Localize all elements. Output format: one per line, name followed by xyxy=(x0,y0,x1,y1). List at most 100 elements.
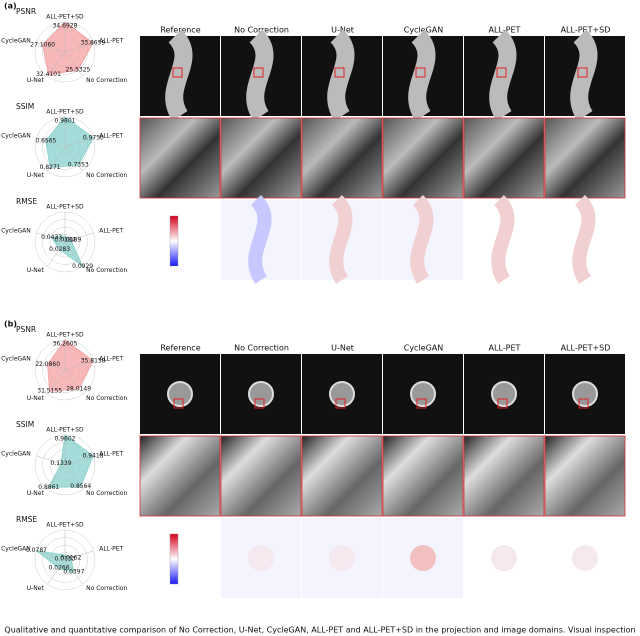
column-label: ALL-PET+SD xyxy=(561,344,611,353)
radar-area xyxy=(45,116,95,169)
image-structure xyxy=(570,29,598,121)
radar-spoke xyxy=(64,232,94,243)
radar-title: SSIM xyxy=(16,420,34,429)
radar-spoke xyxy=(47,369,66,395)
zoom-image xyxy=(220,117,302,199)
radar-axis-label: ALL-PET+SD xyxy=(46,332,84,339)
zoom-image xyxy=(139,435,221,517)
radar-value-label: 27.1060 xyxy=(30,41,55,48)
roi-box xyxy=(335,398,346,409)
radar-value-label: 33.8659 xyxy=(80,39,105,46)
column-label: No Correction xyxy=(234,344,289,353)
column-label: CycleGAN xyxy=(404,26,444,35)
radar-spoke xyxy=(64,550,94,561)
radar-axis-label: ALL-PET xyxy=(99,356,123,363)
error-structure xyxy=(491,545,517,571)
radar-axis-label: CycleGAN xyxy=(1,451,31,458)
radar-value-label: 0.8564 xyxy=(70,483,91,490)
zoom-image xyxy=(220,435,302,517)
radar-spoke xyxy=(64,146,83,172)
column-label: No Correction xyxy=(234,26,289,35)
roi-box xyxy=(253,67,264,78)
radar-value-label: 0.0437 xyxy=(41,234,62,241)
image-structure xyxy=(410,381,436,407)
caption: Qualitative and quantitative comparison … xyxy=(4,626,635,635)
image-structure xyxy=(408,29,436,121)
zoom-image xyxy=(382,435,464,517)
image-structure xyxy=(248,381,274,407)
image-structure xyxy=(327,29,355,121)
radar-spoke xyxy=(64,51,83,77)
radar-title: RMSE xyxy=(16,197,37,206)
radar-value-label: 0.6565 xyxy=(35,137,56,144)
radar-value-label: 35.8158 xyxy=(81,357,106,364)
radar-spoke xyxy=(47,146,66,172)
error-structure xyxy=(329,195,353,284)
radar-area xyxy=(34,549,75,573)
roi-box xyxy=(415,67,426,78)
column-label: U-Net xyxy=(331,26,354,35)
radar-spoke xyxy=(36,232,66,243)
radar-axis-label: CycleGAN xyxy=(1,38,31,45)
radar-value-label: 0.0162 xyxy=(60,555,81,562)
error-structure xyxy=(248,545,274,571)
radar-spoke xyxy=(47,241,66,267)
radar-value-label: 0.0397 xyxy=(63,569,84,576)
radar-axis-label: CycleGAN xyxy=(1,228,31,235)
radar-axis-label: No Correction xyxy=(86,585,127,592)
radar-spoke xyxy=(36,360,66,371)
radar-value-label: 0.0189 xyxy=(60,237,81,244)
radar-value-label: 0.9801 xyxy=(55,118,76,125)
panel-label: (a) xyxy=(4,2,17,11)
roi-box xyxy=(577,67,588,78)
radar-spoke xyxy=(47,559,66,585)
radar-axis-label: ALL-PET xyxy=(99,451,123,458)
radar-axis-label: ALL-PET+SD xyxy=(46,14,84,21)
radar-axis-label: No Correction xyxy=(86,490,127,497)
image-structure xyxy=(246,29,274,121)
radar-area xyxy=(50,235,84,268)
radar-axis-label: ALL-PET+SD xyxy=(46,427,84,434)
radar-value-label: 0.0266 xyxy=(49,565,70,572)
zoom-image xyxy=(382,117,464,199)
zoom-image xyxy=(463,435,545,517)
radar-spoke xyxy=(64,42,94,53)
radar-axis-label: U-Net xyxy=(27,77,45,84)
radar-value-label: 0.0133 xyxy=(55,555,76,562)
radar-spoke xyxy=(47,464,66,490)
radar-axis-label: U-Net xyxy=(27,395,45,402)
radar-axis-label: CycleGAN xyxy=(1,546,31,553)
radar-value-label: 31.5155 xyxy=(37,388,62,395)
radar-axis-label: No Correction xyxy=(86,267,127,274)
radar-spoke xyxy=(64,559,83,585)
radar-title: PSNR xyxy=(16,7,36,16)
radar-axis-label: No Correction xyxy=(86,77,127,84)
column-label: ALL-PET xyxy=(489,26,521,35)
column-label: Reference xyxy=(160,26,200,35)
colorbar xyxy=(169,215,179,267)
radar-axis-label: U-Net xyxy=(27,585,45,592)
roi-box xyxy=(172,67,183,78)
radar-axis-label: U-Net xyxy=(27,267,45,274)
image-structure xyxy=(489,29,517,121)
radar-axis-label: No Correction xyxy=(86,395,127,402)
radar-spoke xyxy=(47,51,66,77)
radar-axis-label: ALL-PET xyxy=(99,133,123,140)
radar-value-label: 0.9750 xyxy=(83,134,104,141)
radar-axis-label: CycleGAN xyxy=(1,133,31,140)
colorbar xyxy=(169,533,179,585)
image-structure xyxy=(491,381,517,407)
radar-spoke xyxy=(64,360,94,371)
image-structure xyxy=(329,381,355,407)
radar-value-label: 0.8861 xyxy=(38,484,59,491)
roi-box xyxy=(173,398,184,409)
zoom-image xyxy=(301,117,383,199)
radar-axis-label: ALL-PET+SD xyxy=(46,522,84,529)
roi-box xyxy=(416,398,427,409)
radar-area xyxy=(42,21,94,76)
radar-axis-label: ALL-PET xyxy=(99,228,123,235)
roi-box xyxy=(497,398,508,409)
radar-value-label: 0.0283 xyxy=(49,246,70,253)
radar-value-label: 0.0929 xyxy=(72,263,93,270)
